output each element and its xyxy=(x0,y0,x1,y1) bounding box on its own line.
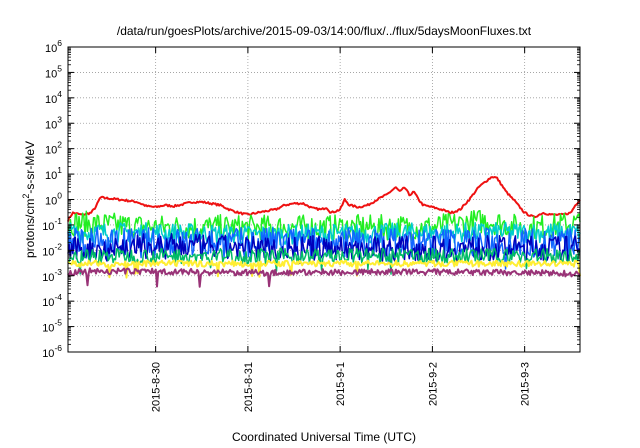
plot-area xyxy=(67,176,581,288)
y-tick-label: 10-6 xyxy=(42,343,62,360)
x-tick-label: 2015-9-1 xyxy=(335,362,347,406)
x-tick-label: 2015-9-2 xyxy=(427,362,439,406)
y-tick-label: 10-2 xyxy=(42,241,62,258)
x-tick-label: 2015-8-30 xyxy=(151,362,163,412)
x-tick-label: 2015-9-3 xyxy=(520,362,532,406)
y-tick-label: 10-3 xyxy=(42,267,62,284)
y-axis-label: protons/cm2-s-sr-MeV xyxy=(21,141,37,258)
y-tick-label: 104 xyxy=(45,89,62,106)
y-axis: 10-6 10-5 10-4 10-3 10-2 10-1 100 101 102 103 104 1… xyxy=(42,38,580,360)
grid-lines xyxy=(68,47,580,352)
y-tick-label: 105 xyxy=(45,63,62,80)
y-tick-label: 10-1 xyxy=(42,216,62,233)
series-line xyxy=(67,267,581,288)
y-tick-label: 102 xyxy=(45,140,62,157)
y-tick-label: 103 xyxy=(45,114,62,131)
x-tick-label: 2015-8-31 xyxy=(243,362,255,412)
y-tick-label: 10-4 xyxy=(42,292,62,309)
y-tick-label: 106 xyxy=(45,38,62,55)
series-line xyxy=(67,176,581,222)
y-tick-label: 100 xyxy=(45,191,62,208)
x-axis-label: Coordinated Universal Time (UTC) xyxy=(232,430,416,444)
chart-title: /data/run/goesPlots/archive/2015-09-03/1… xyxy=(117,24,532,38)
y-tick-label: 101 xyxy=(45,165,62,182)
y-tick-label: 10-5 xyxy=(42,318,62,335)
series-line xyxy=(67,247,581,275)
x-axis: 2015-8-30 2015-8-31 2015-9-1 2015-9-2 2015-9… xyxy=(151,47,532,412)
series-line xyxy=(67,259,581,279)
